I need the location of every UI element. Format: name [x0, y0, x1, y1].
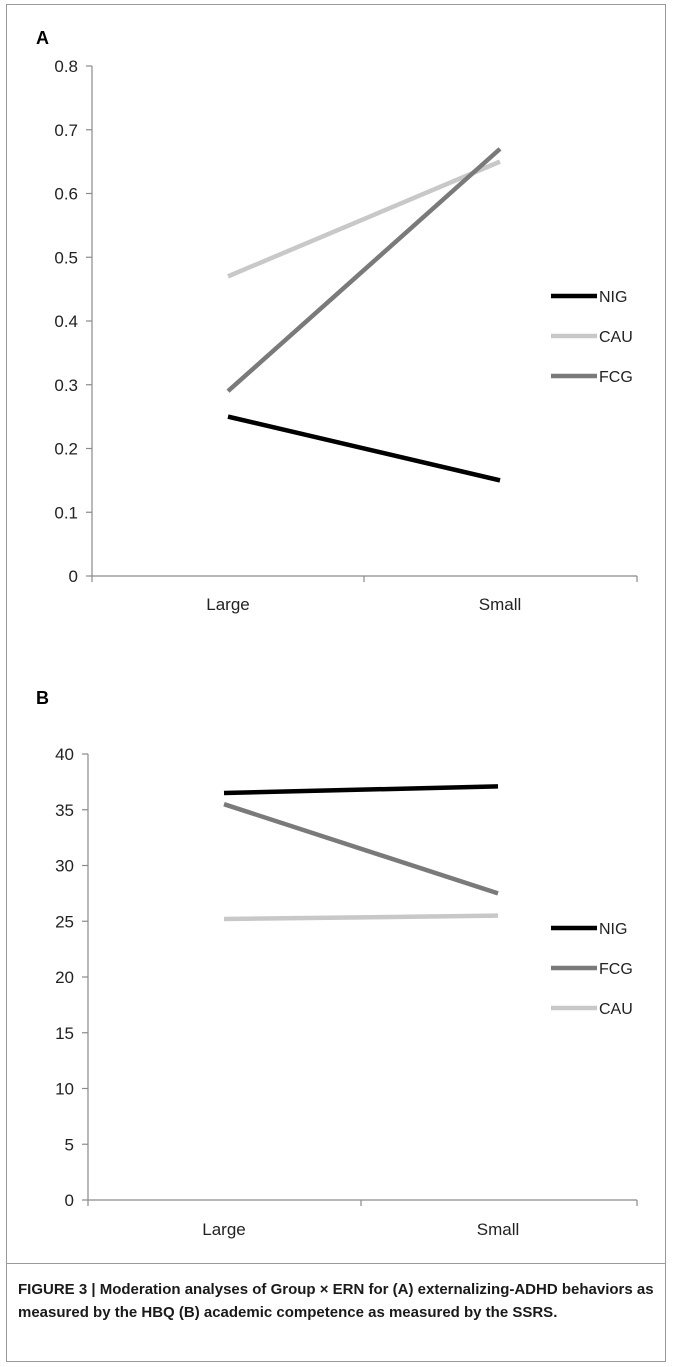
panel-a-series-fcg-line: [226, 147, 502, 393]
panel-b-y-tick-label: 5: [65, 1135, 74, 1154]
panel-a-series-nig-line: [227, 414, 501, 483]
panel-b-y-tick-label: 10: [55, 1080, 74, 1099]
panel-a-y-tick-label: 0.6: [54, 185, 78, 204]
chart-panel-a: A 0 0.1 0.2 0.3 0.4 0.5 0.6 0.7 0.8 Large Small NIG C…: [36, 28, 638, 614]
figure-caption: FIGURE 3 | Moderation analyses of Group …: [18, 1281, 654, 1321]
panel-a-y-tick-label: 0: [69, 567, 78, 586]
caption-divider: [6, 1263, 666, 1264]
panel-a-x-tick-label: Small: [479, 595, 522, 614]
panel-b-y-tick-label: 0: [65, 1191, 74, 1210]
chart-panel-b: B 0 5 10 15 20 25 30 35 40 Large Small NIG FCG CAU: [36, 688, 638, 1239]
panel-b-label: B: [36, 688, 49, 708]
panel-a-y-tick-label: 0.1: [54, 503, 78, 522]
panel-b-legend-label-fcg: FCG: [599, 961, 633, 978]
panel-b-y-tick-label: 30: [55, 857, 74, 876]
panel-a-legend-label-cau: CAU: [599, 329, 633, 346]
panel-a-y-tick-label: 0.2: [54, 440, 78, 459]
panel-b-y-tick-label: 15: [55, 1024, 74, 1043]
panel-b-y-tick-label: 35: [55, 801, 74, 820]
panel-b-legend-label-cau: CAU: [599, 1001, 633, 1018]
panel-a-y-tick-label: 0.4: [54, 312, 78, 331]
panel-b-legend-label-nig: NIG: [599, 921, 627, 938]
panel-a-y-tick-label: 0.7: [54, 121, 78, 140]
panel-a-label: A: [36, 28, 49, 48]
panel-b-series-fcg-line: [223, 802, 499, 896]
panel-a-series-cau-line: [227, 159, 501, 279]
panel-a-y-tick-label: 0.3: [54, 376, 78, 395]
panel-a-y-tick-label: 0.5: [54, 248, 78, 267]
panel-b-y-tick-label: 25: [55, 912, 74, 931]
panel-b-x-tick-label: Large: [202, 1220, 245, 1239]
panel-a-y-tick-label: 0.8: [54, 57, 78, 76]
panel-a-legend-label-nig: NIG: [599, 289, 627, 306]
panel-a-legend-label-fcg: FCG: [599, 369, 633, 386]
panel-b-y-tick-label: 20: [55, 968, 74, 987]
panel-b-x-tick-label: Small: [477, 1220, 520, 1239]
panel-b-series-nig-line: [223, 784, 499, 796]
panel-a-x-tick-label: Large: [206, 595, 249, 614]
panel-b-series-cau-line: [223, 913, 499, 922]
panel-b-y-tick-label: 40: [55, 745, 74, 764]
